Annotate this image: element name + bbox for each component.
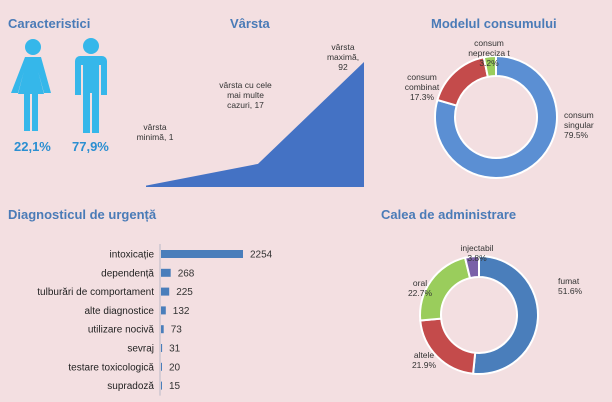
diag-value-2: 225 (176, 287, 193, 298)
consum-nepreciza-label: consum nepreciza t 3.2% (466, 38, 512, 68)
consum-slice-2 (482, 54, 497, 79)
diag-bar-1 (161, 268, 171, 277)
consum-combinat-name: consum combinat (404, 72, 440, 92)
diag-category-4: utilizare nocivă (88, 325, 155, 336)
admin-oral-value: 22.7% (407, 288, 433, 298)
admin-fumat-name: fumat (558, 276, 580, 286)
diag-category-0: intoxicație (110, 250, 155, 261)
female-percentage: 22,1% (14, 139, 51, 154)
diag-value-3: 132 (173, 306, 190, 317)
admin-fumat-value: 51.6% (558, 286, 583, 296)
diag-bar-5 (161, 344, 163, 352)
diag-bar-7 (161, 381, 162, 390)
diag-bar-3 (161, 306, 166, 315)
male-icon (75, 38, 107, 133)
consum-nepreciza-value: 3.2% (479, 58, 499, 68)
consum-nepreciza-name: consum nepreciza t (468, 38, 510, 58)
diag-value-1: 268 (178, 268, 195, 279)
admin-injectabil-label: injectabil 3.8% (454, 243, 500, 263)
diag-value-6: 20 (169, 362, 181, 373)
consum-singular-name: consum singular (564, 110, 594, 130)
admin-oral-name: oral (412, 278, 428, 288)
admin-fumat-label: fumat 51.6% (558, 276, 598, 296)
age-area (146, 62, 364, 187)
admin-altele-value: 21.9% (411, 360, 437, 370)
admin-oral-label: oral 22.7% (400, 278, 440, 298)
diag-category-1: dependență (101, 268, 154, 279)
diag-value-0: 2254 (250, 250, 273, 261)
admin-altele-name: altele (413, 350, 435, 360)
diag-bar-2 (161, 287, 170, 296)
consum-singular-label: consum singular 79.5% (564, 110, 604, 140)
diag-category-6: testare toxicologică (68, 362, 154, 373)
administration-title: Calea de administrare (381, 207, 517, 222)
consum-slice-0 (434, 54, 558, 179)
diag-category-3: alte diagnostice (85, 306, 155, 317)
consumption-title: Modelul consumului (431, 16, 557, 31)
admin-slice-3 (463, 254, 480, 280)
admin-altele-label: altele 21.9% (404, 350, 444, 370)
age-title: Vârsta (230, 16, 270, 31)
admin-slice-0 (471, 254, 539, 375)
consum-singular-value: 79.5% (564, 130, 589, 140)
age-max-label: vârsta maximă, 92 (326, 42, 360, 72)
admin-injectabil-name: injectabil (460, 243, 494, 253)
age-mode-label: vârsta cu cele mai multe cazuri, 17 (219, 80, 272, 110)
diag-bar-0 (161, 250, 243, 258)
female-icon (11, 39, 51, 131)
consum-combinat-value: 17.3% (409, 92, 435, 102)
diag-value-4: 73 (171, 325, 183, 336)
characteristics-title: Caracteristici (8, 16, 91, 31)
admin-injectabil-value: 3.8% (467, 253, 487, 263)
diag-value-5: 31 (169, 344, 181, 355)
age-min-label: vârsta minimă, 1 (136, 122, 174, 142)
diagnosis-title: Diagnosticul de urgență (8, 207, 157, 222)
diag-category-7: supradoză (107, 381, 154, 392)
diag-category-2: tulburări de comportament (37, 287, 154, 298)
consum-combinat-label: consum combinat 17.3% (402, 72, 442, 102)
diag-value-7: 15 (169, 381, 181, 392)
male-percentage: 77,9% (72, 139, 109, 154)
diag-bar-4 (161, 325, 164, 334)
diag-category-5: sevraj (127, 344, 154, 355)
diag-bar-6 (161, 362, 162, 371)
